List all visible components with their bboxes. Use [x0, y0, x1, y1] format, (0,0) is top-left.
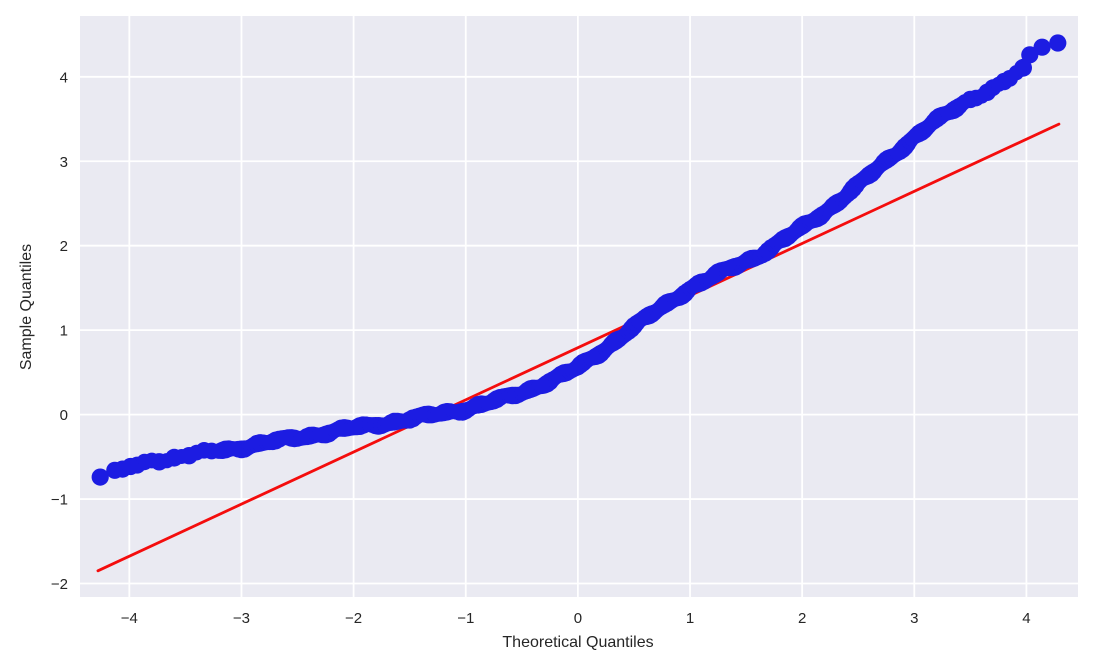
y-tick-label: 0	[60, 407, 68, 424]
qq-point	[1014, 58, 1032, 77]
x-tick-label: −4	[121, 610, 138, 627]
qq-outlier-point	[121, 457, 140, 476]
qq-outlier-point	[1033, 38, 1051, 56]
qq-outlier-point	[1049, 34, 1067, 52]
y-tick-label: 2	[60, 238, 68, 255]
x-tick-label: −1	[457, 610, 474, 627]
fit-line	[96, 122, 1061, 573]
y-tick-label: −2	[51, 576, 68, 593]
x-tick-label: −2	[345, 610, 362, 627]
x-tick-label: 4	[1022, 610, 1030, 627]
x-tick-label: 0	[574, 610, 582, 627]
x-tick-label: 2	[798, 610, 806, 627]
y-tick-label: 1	[60, 323, 68, 340]
qq-outlier-point	[1021, 46, 1039, 64]
y-tick-label: −1	[51, 492, 68, 509]
qq-outlier-point	[91, 468, 109, 486]
y-axis-label: Sample Quantiles	[18, 243, 35, 371]
x-axis-label: Theoretical Quantiles	[502, 634, 654, 651]
x-tick-label: 1	[686, 610, 694, 627]
plot-area	[80, 16, 1078, 597]
y-tick-label: 3	[60, 154, 68, 171]
x-tick-label: 3	[910, 610, 918, 627]
x-tick-label: −3	[233, 610, 250, 627]
y-tick-label: 4	[60, 69, 68, 86]
